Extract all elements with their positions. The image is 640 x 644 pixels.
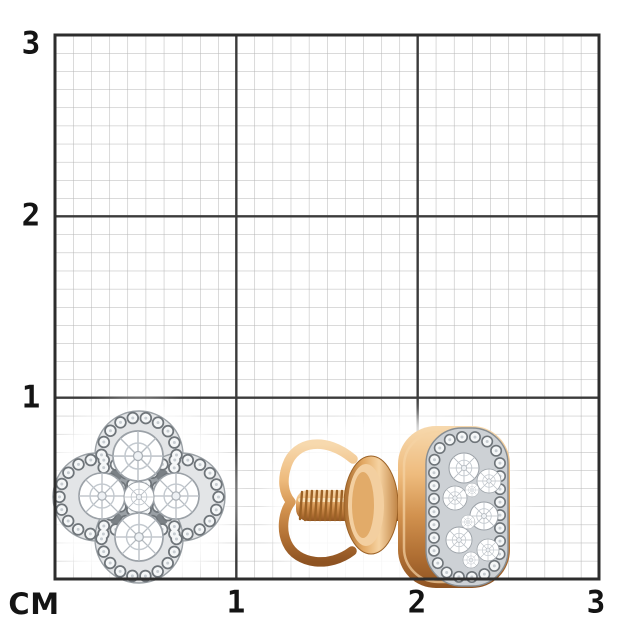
y-axis-label-1: 1 [21,379,41,416]
screw-back-clutch-icon [278,439,358,567]
grid-border [53,33,601,581]
unit-label-cm: СМ [8,587,60,621]
stud-head-cluster-face [425,427,509,587]
y-axis-label-3: 3 [21,25,41,62]
x-axis-label-2: 2 [407,584,427,621]
earring-side-view [278,426,510,588]
y-axis-label-2: 2 [21,197,41,234]
clutch-disc [343,455,399,555]
earring-front-view [52,410,226,584]
x-axis-label-1: 1 [226,584,246,621]
x-axis-label-3: 3 [586,584,606,621]
